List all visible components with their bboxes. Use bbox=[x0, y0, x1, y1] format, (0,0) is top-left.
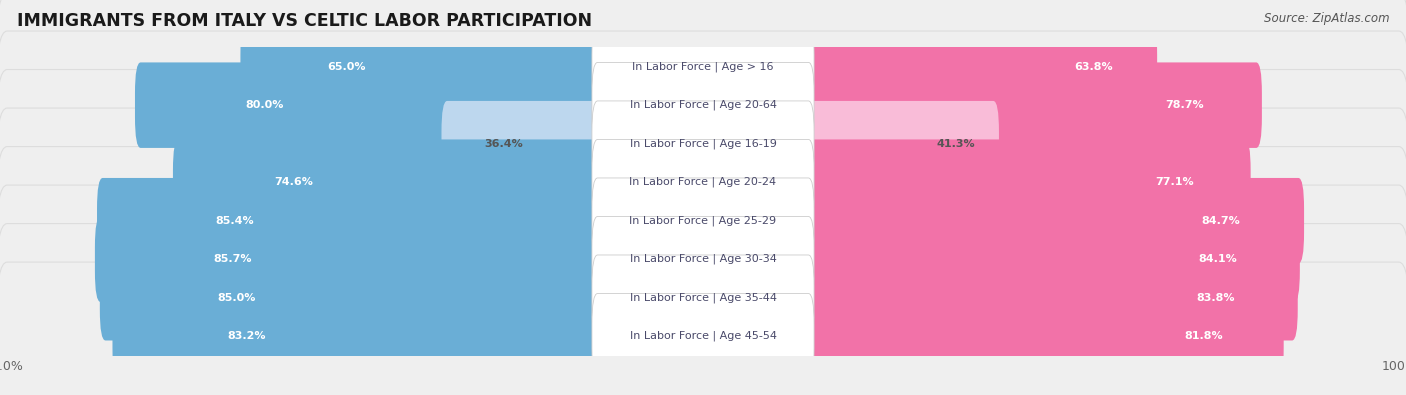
Text: In Labor Force | Age 20-64: In Labor Force | Age 20-64 bbox=[630, 100, 776, 111]
FancyBboxPatch shape bbox=[592, 62, 814, 148]
Text: 80.0%: 80.0% bbox=[245, 100, 284, 110]
Text: 36.4%: 36.4% bbox=[484, 139, 523, 149]
FancyBboxPatch shape bbox=[0, 262, 1406, 395]
Text: 65.0%: 65.0% bbox=[328, 62, 366, 71]
FancyBboxPatch shape bbox=[697, 62, 1263, 148]
Text: 85.0%: 85.0% bbox=[218, 293, 256, 303]
FancyBboxPatch shape bbox=[697, 178, 1305, 263]
FancyBboxPatch shape bbox=[112, 293, 709, 379]
Text: IMMIGRANTS FROM ITALY VS CELTIC LABOR PARTICIPATION: IMMIGRANTS FROM ITALY VS CELTIC LABOR PA… bbox=[17, 12, 592, 30]
Text: 74.6%: 74.6% bbox=[274, 177, 314, 187]
Text: 84.1%: 84.1% bbox=[1198, 254, 1237, 264]
Text: 83.2%: 83.2% bbox=[228, 331, 266, 341]
Text: In Labor Force | Age 25-29: In Labor Force | Age 25-29 bbox=[630, 215, 776, 226]
FancyBboxPatch shape bbox=[0, 224, 1406, 372]
Text: In Labor Force | Age > 16: In Labor Force | Age > 16 bbox=[633, 61, 773, 72]
FancyBboxPatch shape bbox=[173, 139, 709, 225]
Text: 81.8%: 81.8% bbox=[1184, 331, 1223, 341]
Text: 85.4%: 85.4% bbox=[215, 216, 254, 226]
Text: Source: ZipAtlas.com: Source: ZipAtlas.com bbox=[1264, 12, 1389, 25]
FancyBboxPatch shape bbox=[441, 101, 709, 186]
FancyBboxPatch shape bbox=[592, 216, 814, 302]
Text: 63.8%: 63.8% bbox=[1074, 62, 1112, 71]
FancyBboxPatch shape bbox=[0, 70, 1406, 218]
FancyBboxPatch shape bbox=[94, 216, 709, 302]
Text: 83.8%: 83.8% bbox=[1197, 293, 1234, 303]
FancyBboxPatch shape bbox=[0, 0, 1406, 141]
FancyBboxPatch shape bbox=[135, 62, 709, 148]
FancyBboxPatch shape bbox=[697, 216, 1299, 302]
Text: 78.7%: 78.7% bbox=[1166, 100, 1204, 110]
FancyBboxPatch shape bbox=[592, 293, 814, 379]
Text: 77.1%: 77.1% bbox=[1156, 177, 1194, 187]
FancyBboxPatch shape bbox=[697, 293, 1284, 379]
FancyBboxPatch shape bbox=[100, 255, 709, 340]
FancyBboxPatch shape bbox=[0, 108, 1406, 256]
FancyBboxPatch shape bbox=[697, 24, 1157, 109]
FancyBboxPatch shape bbox=[240, 24, 709, 109]
FancyBboxPatch shape bbox=[0, 31, 1406, 179]
Text: In Labor Force | Age 20-24: In Labor Force | Age 20-24 bbox=[630, 177, 776, 188]
Text: In Labor Force | Age 30-34: In Labor Force | Age 30-34 bbox=[630, 254, 776, 265]
FancyBboxPatch shape bbox=[697, 139, 1251, 225]
FancyBboxPatch shape bbox=[697, 101, 998, 186]
Text: 84.7%: 84.7% bbox=[1202, 216, 1240, 226]
Text: In Labor Force | Age 45-54: In Labor Force | Age 45-54 bbox=[630, 331, 776, 342]
Text: 41.3%: 41.3% bbox=[936, 139, 974, 149]
FancyBboxPatch shape bbox=[592, 178, 814, 263]
FancyBboxPatch shape bbox=[592, 24, 814, 109]
Text: 85.7%: 85.7% bbox=[214, 254, 252, 264]
FancyBboxPatch shape bbox=[0, 185, 1406, 333]
FancyBboxPatch shape bbox=[97, 178, 709, 263]
Text: In Labor Force | Age 16-19: In Labor Force | Age 16-19 bbox=[630, 138, 776, 149]
FancyBboxPatch shape bbox=[592, 255, 814, 340]
FancyBboxPatch shape bbox=[592, 139, 814, 225]
FancyBboxPatch shape bbox=[592, 101, 814, 186]
FancyBboxPatch shape bbox=[697, 255, 1298, 340]
FancyBboxPatch shape bbox=[0, 147, 1406, 295]
Text: In Labor Force | Age 35-44: In Labor Force | Age 35-44 bbox=[630, 292, 776, 303]
